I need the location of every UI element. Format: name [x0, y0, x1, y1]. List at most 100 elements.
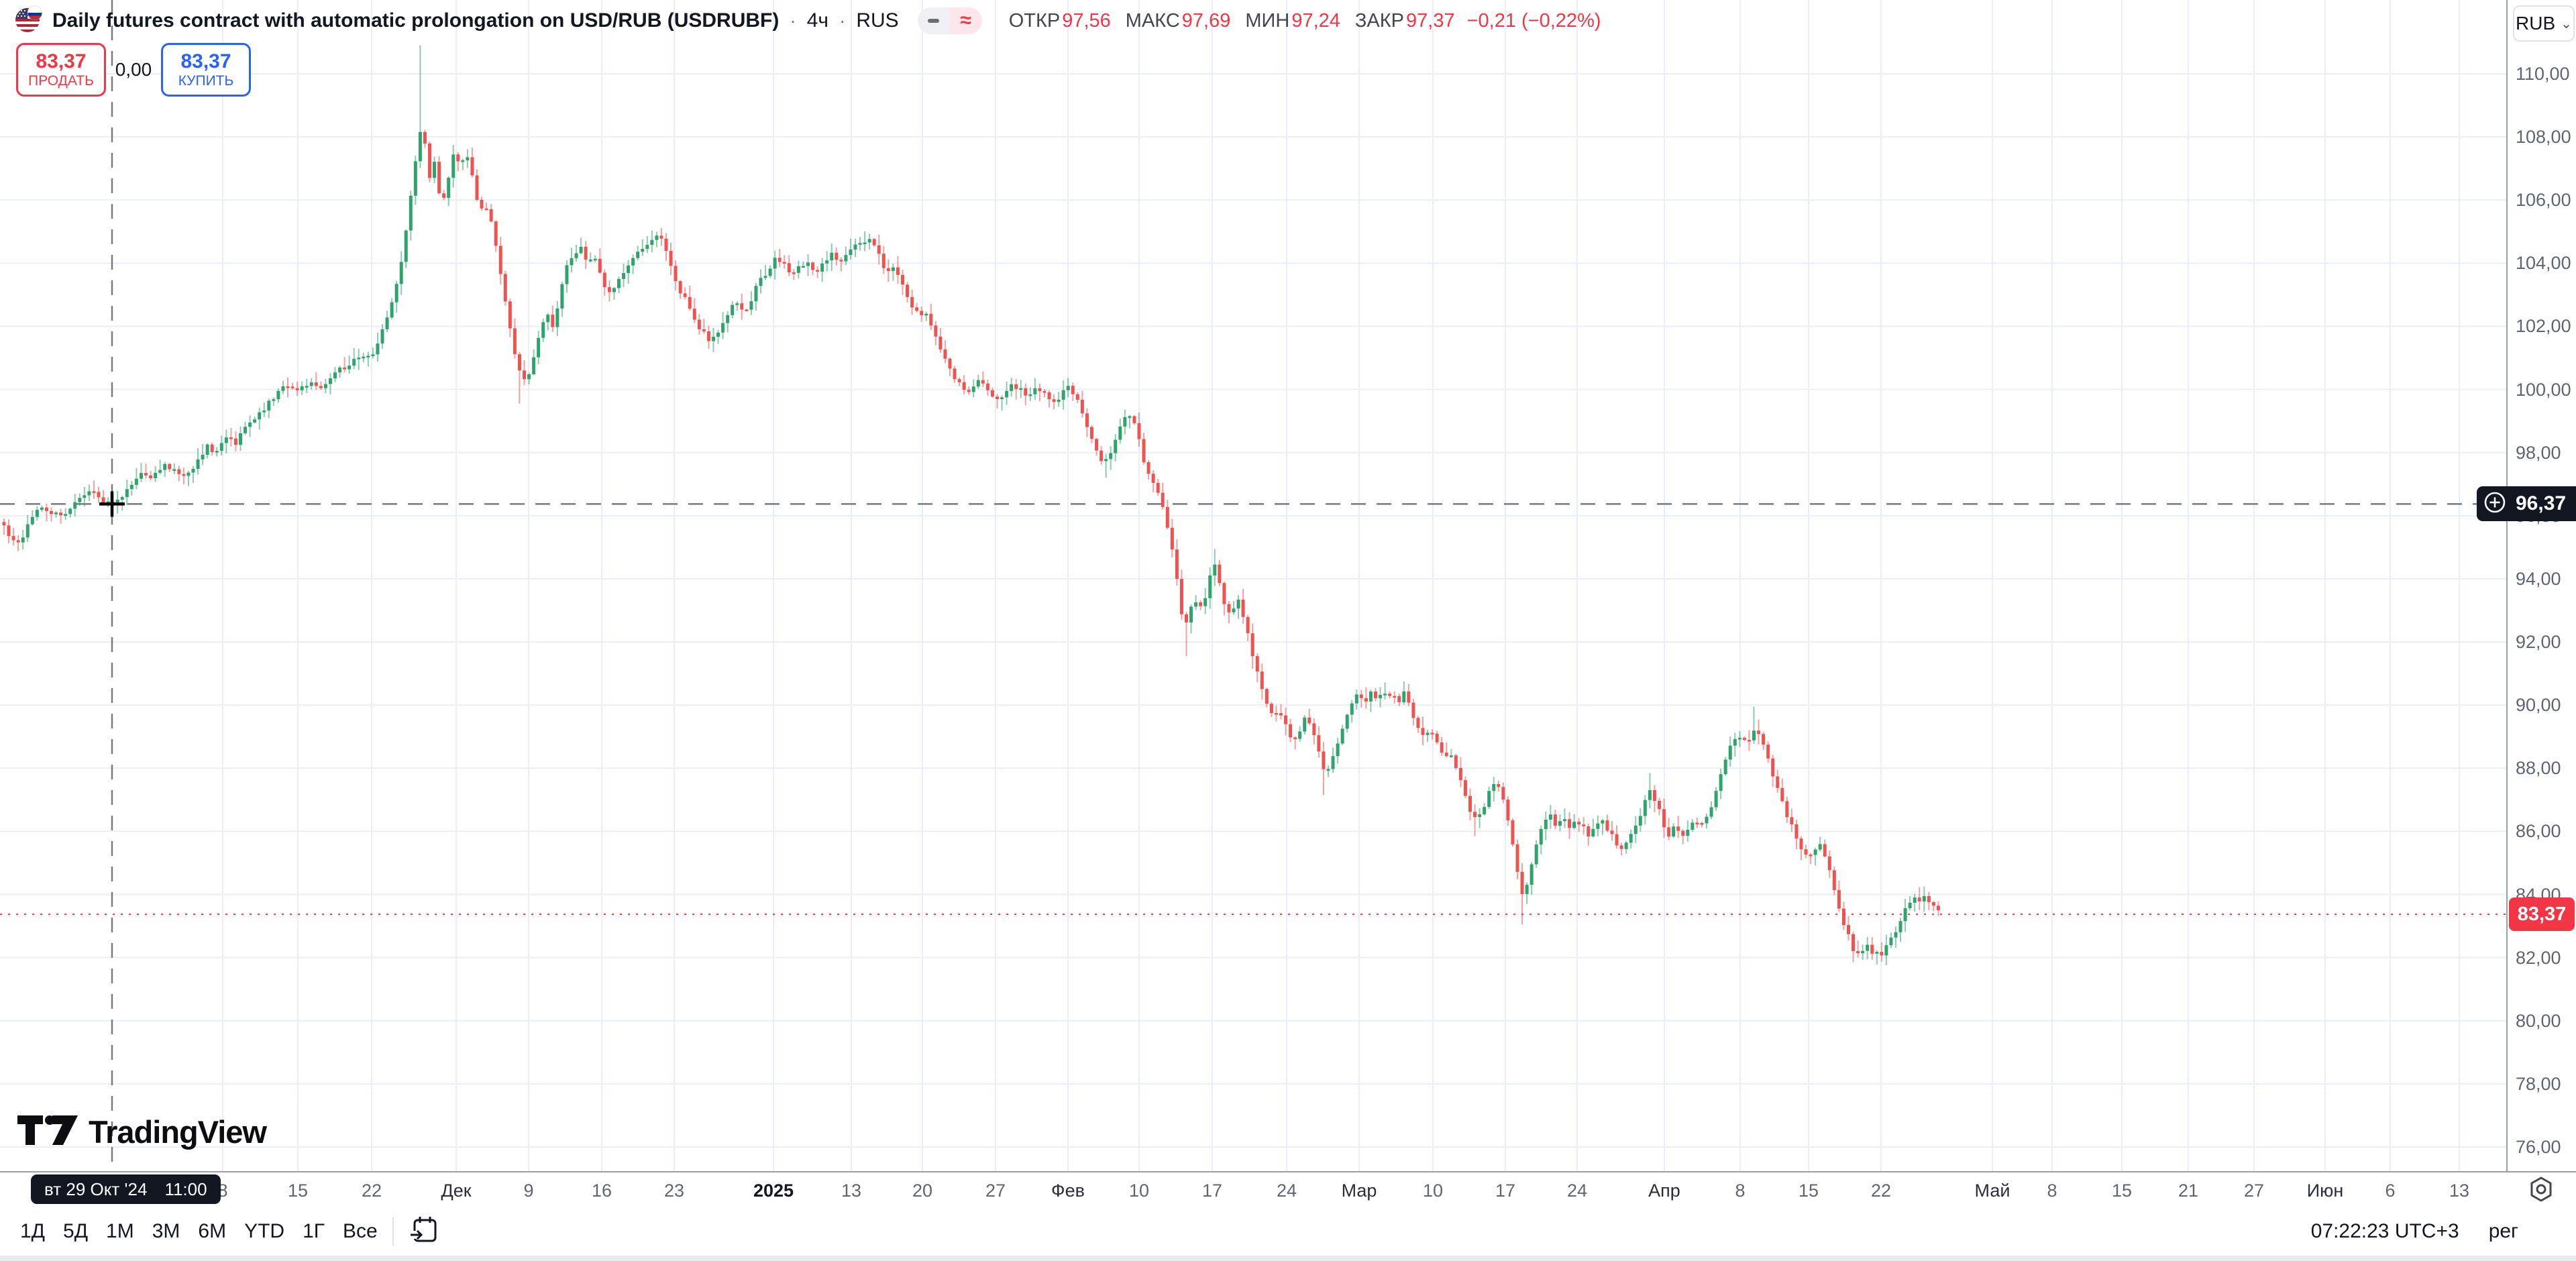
grid-lines: [0, 0, 2506, 1171]
crosshair-date-label: вт 29 Окт '24 11:00: [31, 1174, 221, 1204]
range-Все[interactable]: Все: [343, 1220, 378, 1242]
time-tick[interactable]: 9: [523, 1181, 534, 1201]
time-tick[interactable]: 24: [1566, 1181, 1588, 1201]
price-tick[interactable]: 110,00: [2516, 64, 2570, 84]
price-axis[interactable]: RUB ⌄ 110,00 108,00 106,00 104,00 102,00 100,…: [2477, 0, 2576, 1171]
time-tick[interactable]: 15: [2111, 1181, 2133, 1201]
tradingview-logo-text: TradingView: [89, 1114, 267, 1150]
date-range-group: 1Д 5Д 1М 3М 6М YTD 1Г Все: [0, 1220, 378, 1243]
range-1Д[interactable]: 1Д: [20, 1220, 46, 1242]
change-value: −0,21 (−0,22%): [1466, 9, 1601, 32]
buy-button[interactable]: 83,37 КУПИТЬ: [161, 43, 251, 97]
ohlc-value: 97,37: [1406, 9, 1455, 32]
sell-label: ПРОДАТЬ: [28, 73, 94, 89]
time-tick[interactable]: 22: [361, 1181, 382, 1201]
bottom-strip: [0, 1256, 2576, 1261]
price-tick[interactable]: 78,00: [2516, 1073, 2561, 1094]
candles: [2, 45, 1940, 965]
time-tick[interactable]: 13: [841, 1181, 862, 1201]
range-YTD[interactable]: YTD: [244, 1220, 285, 1242]
price-tick[interactable]: 88,00: [2516, 758, 2561, 779]
time-tick[interactable]: 15: [1798, 1181, 1819, 1201]
clock-value[interactable]: 07:22:23 UTC+3: [2310, 1220, 2459, 1242]
price-tick[interactable]: 80,00: [2516, 1010, 2561, 1031]
range-6М[interactable]: 6М: [198, 1220, 227, 1242]
time-tick[interactable]: 23: [663, 1181, 685, 1201]
price-tick[interactable]: 108,00: [2516, 127, 2571, 148]
tradingview-logo-icon: [17, 1114, 78, 1150]
time-tick[interactable]: 17: [1201, 1181, 1223, 1201]
time-tick[interactable]: Июн: [2306, 1181, 2344, 1201]
price-tick[interactable]: 98,00: [2516, 442, 2561, 463]
price-tick[interactable]: 76,00: [2516, 1137, 2561, 1157]
plus-circle-icon[interactable]: [2483, 491, 2506, 517]
time-tick[interactable]: 16: [591, 1181, 612, 1201]
time-tick[interactable]: Мар: [1341, 1181, 1377, 1201]
market-status-capsule[interactable]: ≈: [917, 7, 982, 34]
currency-button[interactable]: RUB ⌄: [2513, 5, 2575, 42]
toolbar-separator: [392, 1217, 394, 1246]
time-axis[interactable]: 8 15 22 Дек 9 16 23 2025 13 20 27 Фев 10 17 24 Мар 10 17 2…: [0, 1171, 2576, 1209]
price-tick[interactable]: 104,00: [2516, 253, 2571, 274]
go-to-date-calendar-icon[interactable]: [409, 1215, 439, 1249]
sell-price: 83,37: [36, 50, 87, 72]
time-tick[interactable]: 15: [287, 1181, 309, 1201]
price-tick[interactable]: 90,00: [2516, 695, 2561, 716]
price-tick[interactable]: 94,00: [2516, 568, 2561, 589]
time-tick[interactable]: 8: [1735, 1181, 1746, 1201]
time-tick[interactable]: Дек: [441, 1181, 472, 1201]
time-tick[interactable]: 10: [1422, 1181, 1444, 1201]
time-tick[interactable]: 2025: [753, 1181, 794, 1201]
time-tick[interactable]: 17: [1495, 1181, 1516, 1201]
spread-value: 0,00: [115, 59, 152, 80]
price-tick[interactable]: 106,00: [2516, 190, 2571, 211]
crosshair-time: 11:00: [164, 1178, 207, 1199]
price-tick[interactable]: 92,00: [2516, 632, 2561, 653]
time-tick[interactable]: 6: [2385, 1181, 2396, 1201]
time-tick[interactable]: 27: [2243, 1181, 2265, 1201]
time-tick[interactable]: 10: [1128, 1181, 1150, 1201]
range-3М[interactable]: 3М: [152, 1220, 180, 1242]
time-tick[interactable]: 21: [2178, 1181, 2199, 1201]
range-1М[interactable]: 1М: [106, 1220, 134, 1242]
range-1Г[interactable]: 1Г: [303, 1220, 325, 1242]
market-closed-badge[interactable]: [917, 7, 950, 34]
symbol-flag-icon[interactable]: [15, 5, 43, 37]
delayed-data-badge[interactable]: ≈: [949, 7, 982, 34]
bottom-toolbar: 1Д 5Д 1М 3М 6М YTD 1Г Все 07:22:23 UTC+3 рег: [0, 1207, 2576, 1256]
time-tick[interactable]: 13: [2449, 1181, 2470, 1201]
time-tick[interactable]: 24: [1276, 1181, 1297, 1201]
time-tick[interactable]: 20: [912, 1181, 933, 1201]
axis-settings-gear-icon[interactable]: [2527, 1175, 2555, 1207]
time-tick[interactable]: 8: [2047, 1181, 2057, 1201]
ohlc-value: 97,24: [1291, 9, 1340, 32]
chart-overlays: [0, 0, 2506, 1171]
closed-dash-icon: [928, 19, 940, 23]
ohlc-label: МАКС: [1125, 9, 1180, 32]
price-tick[interactable]: 100,00: [2516, 379, 2571, 400]
toolbar-right: 07:22:23 UTC+3 рег: [2311, 1220, 2576, 1243]
time-tick[interactable]: 27: [985, 1181, 1006, 1201]
range-5Д[interactable]: 5Д: [63, 1220, 89, 1242]
session-label[interactable]: рег: [2488, 1220, 2518, 1242]
tradingview-logo[interactable]: TradingView: [17, 1113, 267, 1150]
symbol-title[interactable]: Daily futures contract with automatic pr…: [52, 9, 780, 32]
sell-button[interactable]: 83,37 ПРОДАТЬ: [16, 43, 106, 97]
time-tick[interactable]: Фев: [1051, 1181, 1085, 1201]
ohlc-pair: МАКС 97,69: [1126, 10, 1231, 32]
price-tick[interactable]: 86,00: [2516, 821, 2561, 842]
crosshair-price-label: 96,37: [2477, 486, 2576, 522]
exchange-value[interactable]: RUS: [856, 9, 899, 32]
separator-dot: ·: [790, 10, 796, 31]
time-tick[interactable]: Май: [1974, 1181, 2010, 1201]
ohlc-pair: МИН 97,24: [1245, 10, 1340, 32]
price-tick[interactable]: 82,00: [2516, 947, 2561, 968]
time-tick[interactable]: Апр: [1648, 1181, 1680, 1201]
interval-value[interactable]: 4ч: [806, 9, 829, 32]
trade-panel: 83,37 ПРОДАТЬ 0,00 83,37 КУПИТЬ: [16, 43, 251, 97]
chevron-down-icon: ⌄: [2561, 16, 2572, 32]
candlestick-chart[interactable]: [0, 0, 2506, 1171]
ohlc-pair: ОТКР 97,56: [1009, 10, 1111, 32]
price-tick[interactable]: 102,00: [2516, 316, 2571, 337]
time-tick[interactable]: 22: [1870, 1181, 1892, 1201]
